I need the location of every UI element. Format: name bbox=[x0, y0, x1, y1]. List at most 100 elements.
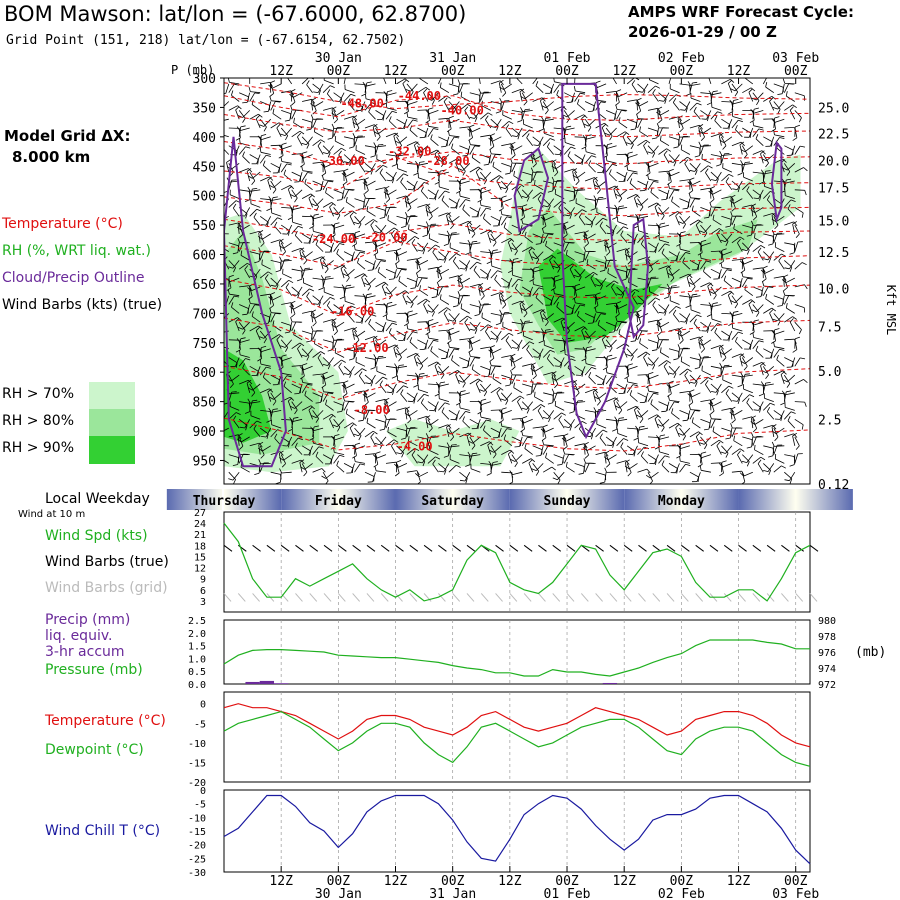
wind-barb bbox=[669, 400, 680, 402]
wind-barb-flag bbox=[306, 80, 310, 85]
wind-barb-flag bbox=[293, 117, 295, 123]
wind-barb-flag bbox=[352, 210, 357, 215]
wind-barb-flag bbox=[290, 105, 293, 111]
wind-barb-flag bbox=[590, 274, 595, 279]
wind-barb bbox=[617, 207, 628, 210]
wind-barb bbox=[501, 121, 510, 129]
wind-barb-flag bbox=[370, 221, 375, 226]
wind-barb-flag bbox=[472, 452, 478, 455]
wind-barb-flag bbox=[285, 283, 290, 288]
wind-barb bbox=[490, 154, 496, 164]
wind-barb-flag bbox=[712, 90, 718, 93]
wind-barb bbox=[543, 372, 553, 376]
wind-barb bbox=[681, 118, 691, 125]
wind-barb bbox=[459, 295, 464, 305]
wind-barb-flag bbox=[416, 256, 422, 260]
wind-barb-flag bbox=[604, 122, 609, 127]
wind-barb bbox=[384, 419, 387, 430]
wind-barb bbox=[343, 171, 348, 182]
wind-barb-flag bbox=[653, 392, 659, 395]
wind-barb-flag bbox=[521, 195, 527, 199]
wind-barb bbox=[553, 145, 563, 152]
wind-barb-flag bbox=[760, 381, 765, 386]
wind-barb bbox=[647, 107, 658, 111]
wind-barb bbox=[721, 313, 732, 315]
wind-barb-flag bbox=[495, 111, 501, 114]
wind-barb-flag bbox=[751, 203, 756, 207]
wind-barb-flag bbox=[341, 147, 346, 152]
wind-barb-flag bbox=[519, 88, 525, 93]
wind-barb bbox=[427, 266, 438, 270]
wind-barb bbox=[302, 170, 313, 173]
wind-barb-flag bbox=[592, 388, 598, 393]
wind-barb bbox=[354, 136, 359, 146]
wind-barb bbox=[542, 330, 546, 340]
wind-barb-flag bbox=[737, 398, 740, 405]
wind-barb bbox=[682, 262, 691, 270]
wind-barb-flag bbox=[593, 195, 597, 201]
wind-barb bbox=[658, 360, 667, 367]
wind-barb bbox=[767, 463, 775, 472]
wind-barb bbox=[654, 454, 659, 464]
wind-barb bbox=[534, 365, 544, 372]
wind-barb bbox=[459, 103, 468, 111]
wind-barb-flag bbox=[511, 366, 516, 371]
wind-barb-flag bbox=[798, 117, 802, 123]
wind-barb bbox=[313, 215, 324, 220]
wind-barb bbox=[228, 454, 239, 458]
wind-barb-flag bbox=[675, 306, 681, 309]
wind-barb-flag bbox=[383, 302, 388, 308]
wind-barb-flag bbox=[739, 353, 745, 357]
wind-barb bbox=[448, 136, 455, 146]
wind-barb-flag bbox=[361, 156, 367, 160]
wind-barb bbox=[773, 445, 778, 455]
wind-barb-flag bbox=[666, 148, 672, 152]
wind-barb-flag bbox=[283, 381, 287, 387]
wind-barb-flag bbox=[777, 93, 783, 95]
wind-barb bbox=[376, 454, 387, 459]
precip-liq-label: liq. equiv. bbox=[45, 628, 113, 644]
wind-barb-flag bbox=[776, 354, 779, 360]
wind-barb bbox=[533, 284, 544, 288]
wind-barb-flag bbox=[512, 347, 518, 349]
wind-barb-flag bbox=[779, 348, 785, 351]
wind-barb-flag bbox=[627, 151, 633, 154]
wind-barb bbox=[271, 410, 282, 413]
wind-barb-flag bbox=[253, 424, 257, 430]
wind-barb-flag bbox=[768, 243, 774, 246]
wind-barb-flag bbox=[505, 400, 509, 405]
wind-barb bbox=[270, 451, 281, 455]
wind-barb-flag bbox=[410, 287, 416, 289]
wind-barb bbox=[355, 136, 366, 139]
wind-barb-flag bbox=[376, 348, 381, 353]
wind-barb bbox=[283, 174, 292, 182]
legend-temperature: Temperature (°C) bbox=[2, 216, 123, 232]
wind-barb-flag bbox=[235, 362, 238, 368]
wind-barb bbox=[752, 436, 757, 446]
wind-barb-flag bbox=[358, 419, 364, 422]
wind-barb-flag bbox=[392, 178, 395, 184]
wind-barb-flag bbox=[489, 441, 494, 446]
wind-barb-flag bbox=[639, 206, 644, 212]
wind-barb bbox=[794, 357, 801, 367]
wind-barb-flag bbox=[480, 295, 485, 300]
wind-barb bbox=[476, 419, 481, 429]
wind-barb-flag bbox=[699, 230, 705, 233]
wind-barb bbox=[731, 448, 741, 455]
wind-barb-flag bbox=[315, 451, 319, 457]
wind-barb bbox=[708, 78, 712, 85]
wind-barb bbox=[647, 319, 658, 323]
wind-barb bbox=[459, 315, 468, 323]
wind-barb-flag bbox=[448, 107, 454, 110]
wind-barb-flag bbox=[693, 318, 697, 324]
wind-barb bbox=[715, 383, 722, 393]
wind-barb bbox=[355, 233, 366, 238]
wind-barb bbox=[490, 233, 497, 243]
wind-barb-flag bbox=[508, 238, 513, 243]
wind-barb-flag bbox=[509, 470, 513, 475]
wind-barb bbox=[595, 180, 601, 190]
wind-barb bbox=[320, 392, 324, 403]
legend-rh: RH (%, WRT liq. wat.) bbox=[2, 243, 151, 259]
wind-barb bbox=[658, 455, 666, 464]
wind-barb bbox=[364, 241, 376, 244]
